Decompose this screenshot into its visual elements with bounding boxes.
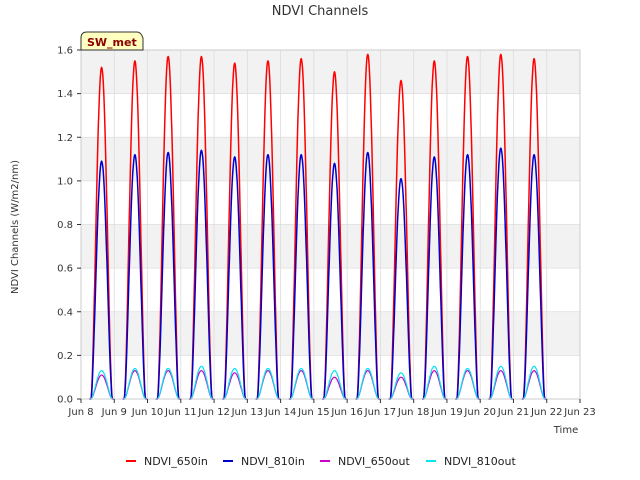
x-tick-label: Jun 17 — [364, 407, 397, 418]
site-badge-label: SW_met — [87, 36, 137, 49]
x-tick-label: Jun 9 — [101, 407, 127, 418]
plot-band — [81, 311, 580, 356]
legend-label: NDVI_650out — [338, 455, 410, 468]
x-tick-label: Jun 15 — [297, 407, 330, 418]
series-line-ndvi-810out — [89, 365, 547, 400]
legend-label: NDVI_650in — [144, 455, 208, 468]
y-tick-label: 0.6 — [57, 264, 73, 275]
y-tick-label: 1.0 — [57, 176, 73, 187]
y-tick-label: 1.6 — [57, 46, 73, 57]
x-tick-label: Jun 19 — [430, 407, 463, 418]
site-badge: SW_met — [80, 31, 144, 51]
legend-label: NDVI_810in — [241, 455, 305, 468]
x-tick-label: Jun 20 — [463, 407, 496, 418]
x-tick-label: Jun 16 — [330, 407, 363, 418]
chart-title: NDVI Channels — [272, 4, 369, 19]
y-tick-label: 0.4 — [57, 307, 73, 318]
x-tick-label: Jun 23 — [563, 407, 596, 418]
x-tick-label: Jun 12 — [197, 407, 230, 418]
y-tick-label: 1.4 — [57, 89, 73, 100]
site-badge-box — [80, 31, 144, 51]
y-tick-label: 1.2 — [57, 133, 73, 144]
x-axis-label: Time — [553, 425, 578, 436]
legend-label: NDVI_810out — [444, 455, 516, 468]
y-tick-label: 0.0 — [57, 395, 73, 406]
x-tick-label: Jun 13 — [231, 407, 264, 418]
legend: NDVI_650in NDVI_810in NDVI_650out NDVI_810o… — [126, 455, 516, 468]
series-line-ndvi-810in — [88, 147, 547, 400]
plot-series-group — [88, 53, 547, 400]
y-tick-label: 0.2 — [57, 351, 73, 362]
series-line-ndvi-650out — [89, 370, 547, 400]
x-tick-label: Jun 18 — [397, 407, 430, 418]
x-tick-label: Jun 10 — [131, 407, 164, 418]
y-tick-label: 0.8 — [57, 220, 73, 231]
y-axis-label: NDVI Channels (W/m2/nm) — [10, 160, 21, 294]
x-tick-label: Jun 21 — [497, 407, 530, 418]
x-tick-label: Jun 22 — [530, 407, 563, 418]
plot-band — [81, 50, 580, 94]
series-line-ndvi-650in — [88, 53, 547, 400]
x-tick-label: Jun 8 — [67, 407, 93, 418]
axes: 0.0 0.2 0.4 0.6 0.8 1.0 1.2 1.4 1.6 Jun 8 Jun 9 Jun… — [57, 46, 596, 419]
x-tick-label: Jun 11 — [164, 407, 197, 418]
x-tick-label: Jun 14 — [264, 407, 297, 418]
